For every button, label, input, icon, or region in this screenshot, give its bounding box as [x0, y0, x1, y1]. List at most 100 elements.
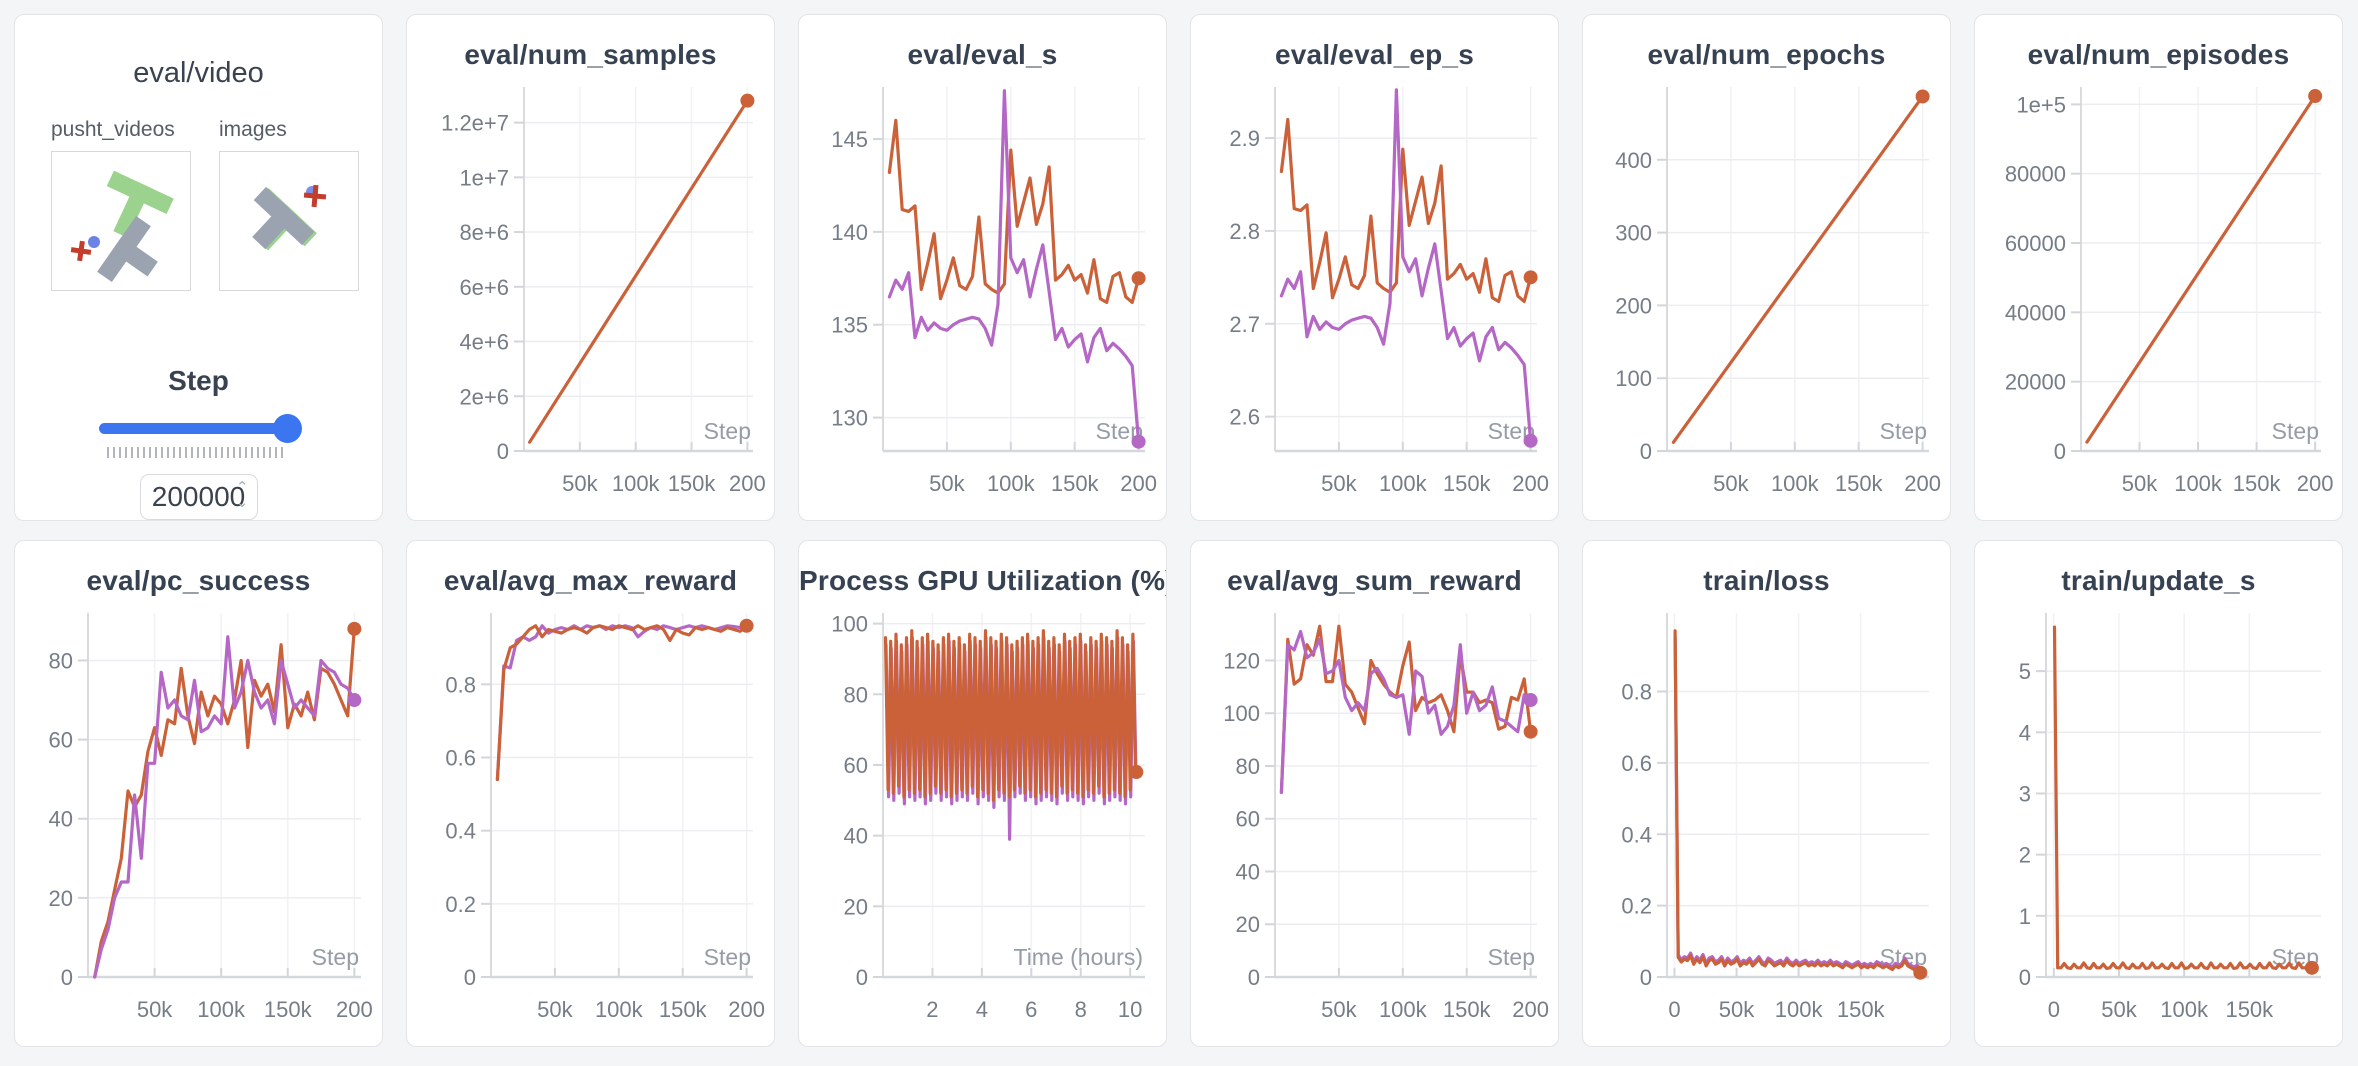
- svg-text:40: 40: [844, 824, 868, 849]
- svg-text:3: 3: [2019, 781, 2031, 806]
- end-point-marker: [1129, 765, 1144, 780]
- panel-process-gpu-utilization[interactable]: Process GPU Utilization (%) 0 20 40 60 80 100 2…: [798, 540, 1167, 1047]
- x-axis-label: Step: [1880, 418, 1927, 444]
- end-point-marker: [347, 693, 362, 708]
- svg-text:150k: 150k: [668, 471, 717, 496]
- panel-title: eval/video: [133, 57, 264, 89]
- svg-text:150k: 150k: [1835, 471, 1884, 496]
- panel-eval-eval-s[interactable]: eval/eval_s 130 135 140 145 50k 100k 150k 200 Ste…: [798, 14, 1167, 521]
- svg-text:0: 0: [856, 965, 868, 990]
- svg-text:1e+5: 1e+5: [2016, 92, 2066, 117]
- svg-text:4e+6: 4e+6: [459, 330, 509, 355]
- end-point-marker: [1523, 693, 1538, 708]
- media-pusht-videos: pusht_videos: [51, 118, 191, 291]
- svg-text:40000: 40000: [2005, 300, 2066, 325]
- svg-text:0: 0: [464, 965, 476, 990]
- panel-eval-avg-max-reward[interactable]: eval/avg_max_reward 0 0.2 0.4 0.6 0.8 50k 100k 1…: [406, 540, 775, 1047]
- svg-text:300: 300: [1615, 221, 1652, 246]
- svg-text:100k: 100k: [2174, 471, 2223, 496]
- svg-text:4: 4: [2019, 720, 2031, 745]
- end-point-marker: [739, 618, 754, 633]
- svg-text:40: 40: [1236, 859, 1260, 884]
- x-axis-label: Step: [704, 944, 751, 970]
- svg-text:60: 60: [1236, 807, 1260, 832]
- svg-text:150k: 150k: [1051, 471, 1100, 496]
- svg-text:50k: 50k: [2122, 471, 2158, 496]
- svg-text:0: 0: [61, 965, 73, 990]
- svg-text:2.9: 2.9: [1229, 126, 1260, 151]
- svg-text:0: 0: [1640, 965, 1652, 990]
- media-images: images: [219, 118, 359, 291]
- stepper-arrows[interactable]: ⌃ ⌄: [236, 480, 249, 510]
- svg-text:8e+6: 8e+6: [459, 220, 509, 245]
- series-line-purple-run: [93, 635, 356, 979]
- chart-title: train/update_s: [2061, 565, 2256, 596]
- chart-title: eval/num_samples: [464, 39, 717, 70]
- slider-handle[interactable]: [273, 414, 302, 443]
- agent-dot: [88, 236, 100, 248]
- panel-eval-num-episodes[interactable]: eval/num_episodes 0 20000 40000 60000 80000 1e…: [1974, 14, 2343, 521]
- target-cross-icon: [70, 240, 92, 262]
- svg-text:50k: 50k: [2101, 997, 2137, 1022]
- x-axis-label: Step: [312, 944, 359, 970]
- media-label: pusht_videos: [51, 118, 175, 141]
- pusht-video-thumbnail[interactable]: [51, 151, 191, 291]
- chart-canvas-eval-avg-max-reward[interactable]: 0 0.2 0.4 0.6 0.8 50k 100k 150k 200 Step: [414, 601, 767, 1037]
- panel-train-loss[interactable]: train/loss 0 0.2 0.4 0.6 0.8 0 50k 100k 150k Step: [1582, 540, 1951, 1047]
- target-cross-icon: [303, 184, 327, 208]
- panel-eval-avg-sum-reward[interactable]: eval/avg_sum_reward 0 20 40 60 80 100 120 50k 100…: [1190, 540, 1559, 1047]
- panel-eval-video[interactable]: eval/video pusht_videos: [14, 14, 383, 521]
- chart-title: eval/eval_ep_s: [1275, 39, 1474, 70]
- svg-text:1e+7: 1e+7: [459, 165, 509, 190]
- svg-text:2e+6: 2e+6: [459, 384, 509, 409]
- step-slider[interactable]: [99, 413, 302, 443]
- series-line-orange-run: [93, 627, 356, 979]
- panel-eval-num-epochs[interactable]: eval/num_epochs 0 100 200 300 400 50k 100k 150k 2…: [1582, 14, 1951, 521]
- svg-text:20000: 20000: [2005, 370, 2066, 395]
- step-down-icon: ⌄: [235, 494, 249, 511]
- panel-eval-num-samples[interactable]: eval/num_samples 0 2e+6 4e+6 6e+6 8e+6 1e+7 1.2…: [406, 14, 775, 521]
- series-line-orange-run: [1279, 117, 1533, 304]
- svg-text:80: 80: [844, 682, 868, 707]
- images-thumbnail[interactable]: [219, 151, 359, 291]
- chart-canvas-eval-pc-success[interactable]: 0 20 40 60 80 50k 100k 150k 200 Step: [22, 601, 375, 1037]
- end-point-marker: [740, 93, 755, 108]
- step-value-input[interactable]: 200000 ⌃ ⌄: [139, 474, 258, 520]
- svg-text:100k: 100k: [987, 471, 1036, 496]
- chart-canvas-eval-num-episodes[interactable]: 0 20000 40000 60000 80000 1e+5 50k 100k 150k 200 S…: [1982, 75, 2335, 511]
- svg-text:4: 4: [976, 997, 988, 1022]
- chart-title: eval/num_episodes: [2027, 39, 2290, 70]
- chart-canvas-eval-num-samples[interactable]: 0 2e+6 4e+6 6e+6 8e+6 1e+7 1.2e+7 50k 100k 150k 20…: [414, 75, 767, 511]
- svg-text:200: 200: [728, 997, 765, 1022]
- svg-text:0.4: 0.4: [1621, 822, 1652, 847]
- svg-text:100k: 100k: [612, 471, 661, 496]
- svg-text:0: 0: [2019, 965, 2031, 990]
- svg-text:100: 100: [1223, 701, 1260, 726]
- svg-text:2: 2: [926, 997, 938, 1022]
- svg-text:0: 0: [2048, 997, 2060, 1022]
- panel-eval-eval-ep-s[interactable]: eval/eval_ep_s 2.6 2.7 2.8 2.9 50k 100k 150k 200…: [1190, 14, 1559, 521]
- svg-text:40: 40: [49, 807, 73, 832]
- panel-train-update-s[interactable]: train/update_s 0 1 2 3 4 5 0 50k 100k 150k Step: [1974, 540, 2343, 1047]
- chart-canvas-eval-avg-sum-reward[interactable]: 0 20 40 60 80 100 120 50k 100k 150k 200 Step: [1198, 601, 1551, 1037]
- svg-text:1: 1: [2019, 904, 2031, 929]
- svg-text:0.8: 0.8: [1621, 680, 1652, 705]
- svg-text:20: 20: [844, 894, 868, 919]
- slider-track[interactable]: [99, 423, 296, 434]
- series-line-purple-run: [1279, 629, 1533, 794]
- svg-text:0.6: 0.6: [445, 746, 476, 771]
- svg-text:100k: 100k: [197, 997, 246, 1022]
- chart-canvas-process-gpu-utilization[interactable]: 0 20 40 60 80 100 2 4 6 8 10 Time (hours): [806, 601, 1159, 1037]
- panel-eval-pc-success[interactable]: eval/pc_success 0 20 40 60 80 50k 100k 150k 200 St…: [14, 540, 383, 1047]
- series-line-orange-run: [1673, 629, 1922, 974]
- chart-canvas-eval-num-epochs[interactable]: 0 100 200 300 400 50k 100k 150k 200 Step: [1590, 75, 1943, 511]
- series-line-orange-run: [495, 624, 749, 782]
- svg-text:50k: 50k: [1719, 997, 1755, 1022]
- svg-text:0: 0: [2054, 439, 2066, 464]
- svg-text:2.8: 2.8: [1229, 219, 1260, 244]
